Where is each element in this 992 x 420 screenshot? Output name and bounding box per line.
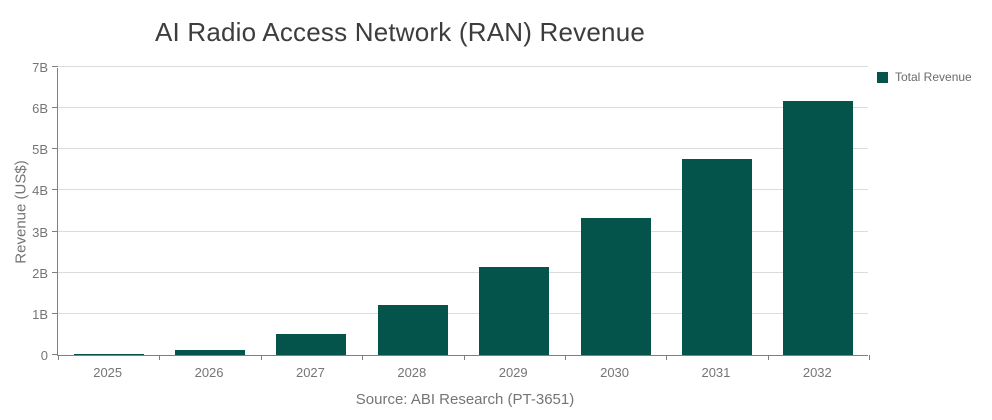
bar-2027[interactable] [276, 334, 347, 355]
y-tick-0 [52, 354, 58, 355]
x-tick-label-2026: 2026 [194, 365, 224, 380]
x-tick-label-2027: 2027 [295, 365, 325, 380]
x-tick-4 [463, 355, 465, 360]
legend-swatch-icon [877, 71, 888, 83]
x-tick-1 [159, 355, 161, 360]
x-tick-label-2031: 2031 [701, 365, 731, 380]
bar-2026[interactable] [175, 349, 246, 355]
x-tick-2 [260, 355, 262, 360]
y-tick-7B [52, 66, 58, 67]
bar-2031[interactable] [681, 159, 752, 355]
x-tick-label-2029: 2029 [498, 365, 528, 380]
gridline-2B [58, 271, 868, 273]
legend: Total Revenue [877, 70, 972, 84]
y-tick-label-4B: 4B [32, 183, 48, 199]
y-tick-label-2B: 2B [32, 265, 48, 281]
y-tick-label-0: 0 [40, 348, 48, 363]
y-tick-6B [52, 107, 58, 109]
bar-2030[interactable] [580, 218, 651, 355]
x-tick-label-2030: 2030 [600, 365, 630, 380]
y-tick-label-7B: 7B [32, 60, 48, 75]
bar-2029[interactable] [479, 267, 550, 355]
x-tick-3 [362, 355, 364, 360]
y-tick-label-3B: 3B [32, 224, 48, 240]
x-tick-8 [869, 355, 870, 360]
x-tick-label-2025: 2025 [93, 365, 123, 380]
gridline-1B [58, 312, 868, 314]
x-tick-7 [767, 355, 769, 360]
bar-2025[interactable] [73, 354, 144, 355]
y-tick-1B [52, 312, 58, 314]
x-tick-5 [564, 355, 566, 360]
x-tick-0 [58, 355, 59, 360]
gridline-4B [58, 189, 868, 191]
gridline-7B [58, 66, 868, 67]
legend-item-total-revenue[interactable]: Total Revenue [895, 70, 972, 84]
plot-area [52, 66, 870, 360]
bar-2032[interactable] [783, 101, 854, 355]
x-tick-label-2028: 2028 [397, 365, 427, 380]
y-tick-4B [52, 189, 58, 191]
gridline-3B [58, 230, 868, 232]
x-tick-6 [666, 355, 668, 360]
x-tick-label-2032: 2032 [802, 365, 832, 380]
y-tick-5B [52, 148, 58, 150]
bar-2028[interactable] [377, 305, 448, 355]
y-tick-label-1B: 1B [32, 306, 48, 322]
gridline-6B [58, 107, 868, 109]
source-note: Source: ABI Research (PT-3651) [355, 391, 575, 408]
gridline-5B [58, 148, 868, 150]
y-tick-label-5B: 5B [32, 142, 48, 158]
y-tick-3B [52, 230, 58, 232]
y-axis-title: Revenue (US$) [12, 160, 30, 264]
chart-title: AI Radio Access Network (RAN) Revenue [154, 17, 646, 47]
y-tick-label-6B: 6B [32, 101, 48, 117]
y-tick-2B [52, 271, 58, 273]
